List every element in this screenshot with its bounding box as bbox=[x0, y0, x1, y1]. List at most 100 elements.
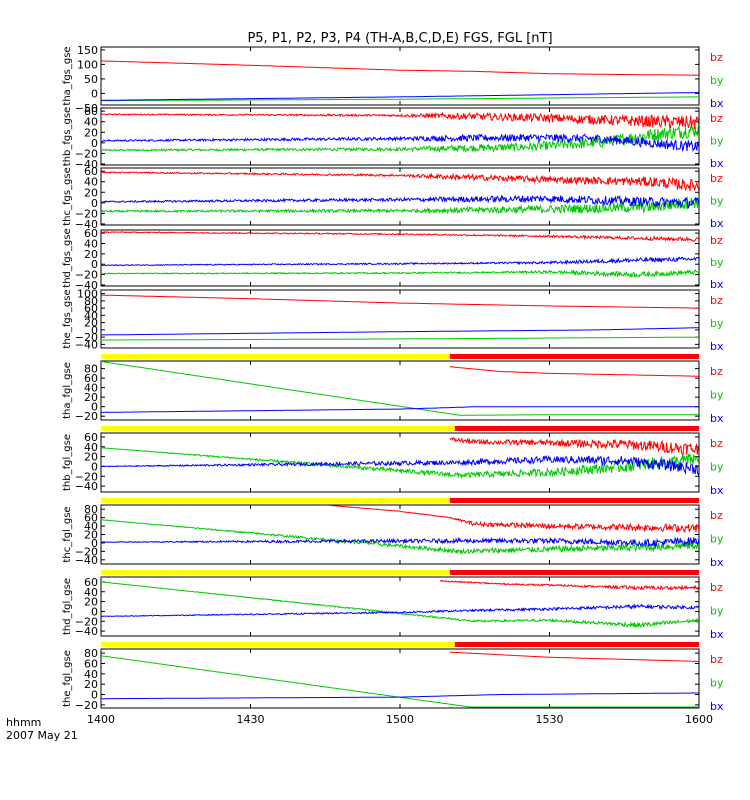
series-group bbox=[101, 651, 699, 708]
series-line-bz bbox=[449, 437, 699, 456]
series-line-bx bbox=[101, 454, 699, 476]
y-tick-label: −40 bbox=[75, 338, 98, 351]
legend-bx: bx bbox=[710, 412, 724, 425]
panel-frame bbox=[100, 229, 700, 287]
panel-ylabel: thd_fgs_gse bbox=[62, 228, 73, 287]
legend-bz: bz bbox=[710, 112, 723, 125]
y-tick-label: −40 bbox=[75, 554, 98, 567]
legend-by: by bbox=[710, 135, 724, 148]
legend-bz: bz bbox=[710, 509, 723, 522]
y-tick-label: −40 bbox=[75, 279, 98, 292]
panel-ylabel: thb_fgl_gse bbox=[62, 434, 73, 491]
series-line-bx bbox=[101, 92, 699, 101]
series-group bbox=[101, 231, 699, 279]
y-tick-label: 20 bbox=[84, 126, 98, 139]
series-line-bz bbox=[449, 366, 699, 377]
series-line-by bbox=[101, 195, 699, 215]
y-tick-label: −20 bbox=[75, 331, 98, 344]
y-tick-label: 60 bbox=[84, 302, 98, 315]
series-group bbox=[101, 505, 699, 555]
panel-ylabel: the_fgs_gse bbox=[62, 289, 73, 348]
y-tick-label: 20 bbox=[84, 248, 98, 261]
x-tick-label: 1530 bbox=[536, 713, 564, 726]
series-line-bx bbox=[101, 406, 699, 413]
y-tick-label: 20 bbox=[84, 529, 98, 542]
y-tick-label: 80 bbox=[84, 647, 98, 660]
y-tick-label: 60 bbox=[84, 165, 98, 178]
legend-by: by bbox=[710, 74, 724, 87]
legend-bx: bx bbox=[710, 217, 724, 230]
y-tick-label: −20 bbox=[75, 147, 98, 160]
y-tick-label: 20 bbox=[84, 451, 98, 464]
mode-bar-fgl bbox=[449, 354, 699, 359]
y-tick-label: 60 bbox=[84, 512, 98, 525]
y-tick-label: 40 bbox=[84, 668, 98, 681]
y-tick-label: 0 bbox=[91, 87, 98, 100]
y-tick-label: 0 bbox=[91, 605, 98, 618]
x-tick-label: 1430 bbox=[237, 713, 265, 726]
y-tick-label: 20 bbox=[84, 317, 98, 330]
y-tick-label: 60 bbox=[84, 657, 98, 670]
panel-frame bbox=[100, 648, 700, 709]
y-tick-label: 40 bbox=[84, 309, 98, 322]
y-tick-label: 20 bbox=[84, 391, 98, 404]
series-group bbox=[101, 294, 699, 341]
y-tick-label: 40 bbox=[84, 237, 98, 250]
series-line-by bbox=[101, 447, 699, 480]
y-tick-label: −40 bbox=[75, 480, 98, 493]
panel-ylabel: thd_fgl_gse bbox=[62, 578, 73, 635]
legend-by: by bbox=[710, 461, 724, 474]
mode-bar-fgl bbox=[449, 498, 699, 503]
y-tick-label: 40 bbox=[84, 441, 98, 454]
y-tick-label: −20 bbox=[75, 545, 98, 558]
x-tick-labels: 1400 1430 1500 1530 1600 bbox=[87, 713, 713, 726]
legend-by: by bbox=[710, 195, 724, 208]
y-tick-label: 40 bbox=[84, 382, 98, 395]
legend-by: by bbox=[710, 677, 724, 690]
legend-by: by bbox=[710, 389, 724, 402]
y-tick-label: 0 bbox=[91, 258, 98, 271]
mode-bar-fgs bbox=[101, 642, 455, 647]
y-tick-label: 20 bbox=[84, 678, 98, 691]
y-tick-label: −20 bbox=[75, 207, 98, 220]
legend-bz: bz bbox=[710, 581, 723, 594]
series-line-by bbox=[101, 519, 699, 555]
y-tick-label: 40 bbox=[84, 586, 98, 599]
series-line-by bbox=[101, 123, 699, 154]
series-line-by bbox=[101, 581, 699, 629]
series-line-bx bbox=[101, 692, 699, 700]
series-line-bz bbox=[101, 171, 699, 192]
mode-bar-fgs bbox=[101, 354, 450, 359]
legend-bx: bx bbox=[710, 157, 724, 170]
legend-bz: bz bbox=[710, 653, 723, 666]
series-line-by bbox=[101, 96, 699, 102]
series-line-by bbox=[101, 336, 699, 341]
legend-by: by bbox=[710, 533, 724, 546]
legend-bz: bz bbox=[710, 51, 723, 64]
y-tick-label: 60 bbox=[84, 227, 98, 240]
series-line-bz bbox=[449, 651, 699, 662]
y-tick-label: −20 bbox=[75, 410, 98, 423]
legend-bx: bx bbox=[710, 340, 724, 353]
y-tick-label: 100 bbox=[77, 288, 98, 301]
legend-bz: bz bbox=[710, 294, 723, 307]
mode-bar-fgl bbox=[449, 570, 699, 575]
panel-frame bbox=[100, 504, 700, 565]
y-tick-label: −20 bbox=[75, 699, 98, 712]
series-line-bx bbox=[101, 603, 699, 618]
series-line-by bbox=[101, 269, 699, 279]
legend-bx: bx bbox=[710, 484, 724, 497]
chart-title: P5, P1, P2, P3, P4 (TH-A,B,C,D,E) FGS, F… bbox=[247, 31, 552, 46]
series-line-bz bbox=[101, 111, 699, 129]
legend-bx: bx bbox=[710, 700, 724, 713]
y-tick-label: 0 bbox=[91, 401, 98, 414]
legend-bx: bx bbox=[710, 278, 724, 291]
legend-bz: bz bbox=[710, 172, 723, 185]
panel-ylabel: thc_fgl_gse bbox=[62, 506, 73, 562]
